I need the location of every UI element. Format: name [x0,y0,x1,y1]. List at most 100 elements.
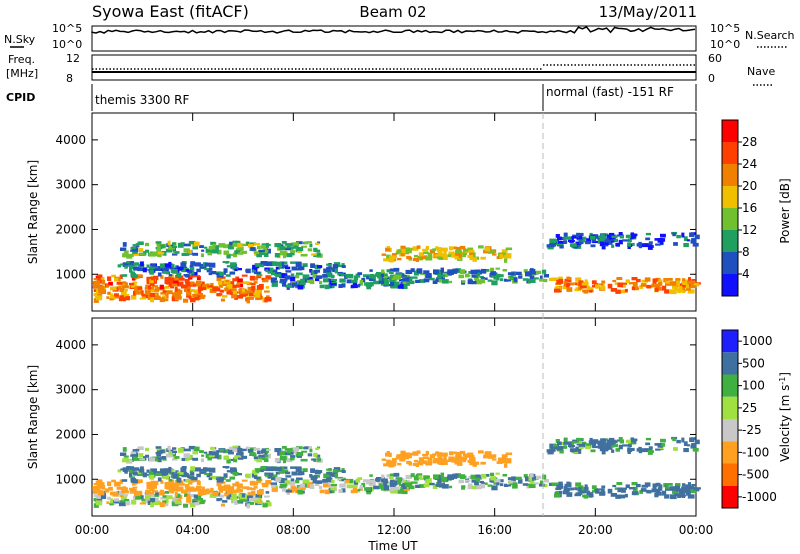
power-echo-cell [293,244,299,249]
velocity-echo-cell [245,446,250,451]
power-echo-cell [491,280,498,286]
velocity-echo-cell [204,467,211,472]
velocity-echo-cell [232,448,238,452]
power-echo-cell [190,261,196,266]
power-echo-cell [469,252,474,257]
power-echo-cell [501,249,508,253]
velocity-echo-cell [412,451,419,456]
velocity-echo-cell [591,485,597,490]
velocity-echo-cell [120,452,127,456]
velocity-echo-cell [118,502,126,507]
velocity-echo-cell [196,498,203,503]
velocity-echo-cell [236,447,243,453]
power-echo-cell [264,296,272,302]
velocity-echo-cell [465,479,471,482]
power-echo-cell [610,288,617,292]
velocity-echo-cell [140,466,144,472]
velocity-echo-cell [691,484,696,487]
power-echo-cell [148,266,154,270]
velocity-echo-cell [197,491,204,496]
power-echo-cell [556,280,563,284]
power-echo-cell [578,232,583,235]
velocity-echo-cell [415,484,421,488]
velocity-echo-cell [541,474,547,480]
power-echo-cell [687,280,695,285]
power-echo-cell [237,278,243,283]
power-echo-cell [290,250,296,253]
velocity-echo-cell [219,485,225,488]
velocity-echo-cell [126,459,133,464]
power-echo-cell [107,291,111,295]
velocity-echo-cell [439,458,447,462]
power-echo-cell [470,269,478,275]
velocity-echo-cell [681,486,688,489]
nsky-tick-bottom: 10^0 [52,38,82,51]
velocity-echo-cell [423,475,429,479]
power-echo-cell [647,244,653,250]
time-tick-label-1: 04:00 [175,523,210,537]
velocity-echo-cell [553,444,559,450]
velocity-echo-cell [129,469,133,474]
velocity-echo-cell [165,453,173,458]
power-echo-cell [201,281,205,286]
velocity-echo-cell [416,450,421,454]
velocity-echo-cell [249,480,255,486]
power-echo-cell [262,297,266,303]
power-echo-cell [451,253,457,258]
power-echo-cell [439,255,446,260]
velocity-echo-cell [232,445,239,448]
velocity-echo-cell [188,445,196,450]
velocity-echo-cell [237,483,243,488]
power-echo-cell [471,280,477,285]
power-echo-cell [234,250,241,255]
power-echo-cell [100,289,107,294]
power-echo-cell [264,247,268,251]
power-echo-cell [478,245,484,249]
velocity-echo-cell [682,490,686,493]
power-echo-cell [93,298,99,303]
velocity-echo-cell [296,446,303,450]
power-echo-cell [217,249,222,255]
power-echo-cell [480,268,487,274]
velocity-echo-cell [137,472,145,477]
power-echo-cell [221,276,226,279]
colorbar-swatch-7 [722,120,738,142]
velocity-echo-cell [621,489,626,493]
power-echo-cell [189,270,195,275]
velocity-echo-cell [292,447,299,451]
velocity-echo-cell [644,482,651,487]
velocity-echo-cell [229,446,234,451]
velocity-echo-cell [307,453,313,457]
velocity-echo-cell [266,453,271,459]
velocity-echo-cell [111,479,116,483]
power-echo-cell [439,253,447,257]
power-echo-cell [493,275,498,280]
velocity-echo-cell [355,478,361,483]
velocity-echo-cell [167,445,171,451]
power-echo-cell [117,264,122,268]
power-echo-cell [237,252,244,255]
velocity-echo-cell [187,494,195,498]
velocity-echo-cell [584,484,588,489]
power-echo-cell [608,241,613,245]
velocity-echo-cell [480,483,486,489]
velocity-echo-cell [142,472,147,478]
velocity-echo-cell [279,483,287,488]
velocity-echo-cell [147,500,152,505]
power-echo-cell [465,249,469,252]
power-echo-cell [263,249,269,253]
power-echo-cell [665,281,672,284]
colorbar-swatch-7 [722,485,738,509]
power-echo-cell [595,284,600,289]
power-echo-cell [150,292,156,297]
power-echo-cell [601,280,606,284]
velocity-echo-cell [502,460,509,464]
velocity-echo-cell [205,488,210,491]
velocity-echo-cell [279,449,284,453]
velocity-echo-cell [132,486,138,489]
power-echo-cell [202,286,207,291]
power-echo-cell [178,277,185,281]
velocity-echo-cell [393,480,398,484]
power-echo-cell [93,289,98,292]
